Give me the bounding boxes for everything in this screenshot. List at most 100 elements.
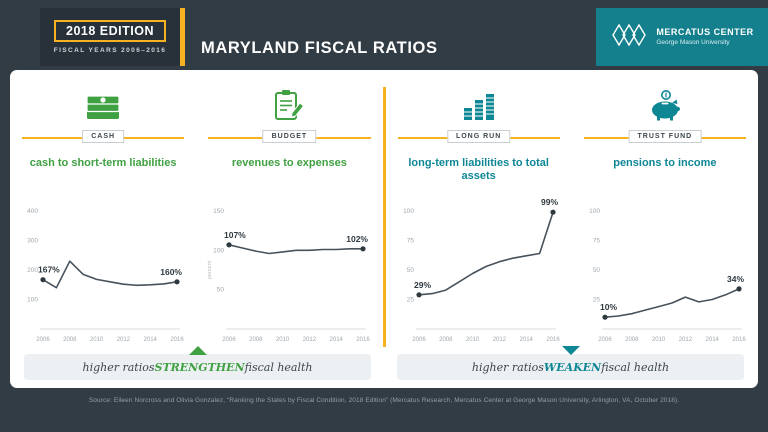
svg-text:2016: 2016 bbox=[170, 337, 184, 343]
svg-text:2014: 2014 bbox=[519, 337, 533, 343]
svg-text:29%: 29% bbox=[414, 280, 431, 290]
panel-long-run: LONG RUN long-term liabilities to total … bbox=[386, 83, 572, 347]
gold-center-divider bbox=[382, 87, 386, 347]
weaken-verdict-bar: higher ratios WEAKEN fiscal health bbox=[397, 346, 744, 380]
trust-fund-piggy-bank-icon bbox=[646, 83, 684, 121]
svg-text:2016: 2016 bbox=[546, 337, 560, 343]
panel-tag-cash: CASH bbox=[82, 130, 125, 143]
panel-rule-row: CASH bbox=[18, 129, 188, 147]
svg-text:2014: 2014 bbox=[144, 337, 158, 343]
strengthen-half: CASH cash to short-term liabilities 100 2… bbox=[10, 83, 383, 347]
panel-rule-row: TRUST FUND bbox=[580, 129, 750, 147]
weaken-keyword: WEAKEN bbox=[543, 360, 602, 374]
edition-tab: 2018 EDITION FISCAL YEARS 2006–2016 bbox=[40, 8, 180, 66]
svg-text:percent: percent bbox=[207, 260, 213, 279]
svg-text:2006: 2006 bbox=[598, 337, 612, 343]
svg-text:2012: 2012 bbox=[679, 337, 693, 343]
svg-text:2012: 2012 bbox=[492, 337, 506, 343]
svg-text:100: 100 bbox=[589, 208, 600, 215]
gold-divider-bar bbox=[180, 8, 185, 66]
ratio-title-budget: revenues to expenses bbox=[231, 157, 347, 169]
down-arrow-icon bbox=[561, 346, 580, 355]
up-arrow-icon bbox=[188, 346, 207, 355]
svg-text:2014: 2014 bbox=[705, 337, 719, 343]
svg-text:2008: 2008 bbox=[63, 337, 77, 343]
trust-fund-chart: 25 50 75 100 2006 2008 2010 2012 2014 2016 10% 34% bbox=[581, 189, 749, 347]
svg-text:400: 400 bbox=[27, 208, 38, 215]
fiscal-years-label: FISCAL YEARS 2006–2016 bbox=[53, 47, 167, 54]
panel-cash: CASH cash to short-term liabilities 100 2… bbox=[10, 83, 196, 347]
svg-text:2014: 2014 bbox=[330, 337, 344, 343]
ratio-title-cash: cash to short-term liabilities bbox=[29, 157, 177, 169]
org-name: MERCATUS CENTER bbox=[656, 27, 754, 38]
svg-text:34%: 34% bbox=[727, 274, 744, 284]
svg-text:100: 100 bbox=[27, 297, 38, 304]
verdict-suffix: fiscal health bbox=[601, 360, 670, 374]
svg-text:2010: 2010 bbox=[90, 337, 104, 343]
budget-chart: 50 100 150 percent 2006 2008 2010 2012 2014 2016 1… bbox=[205, 189, 373, 347]
ratio-title-long-run: long-term liabilities to total assets bbox=[408, 157, 549, 183]
svg-text:150: 150 bbox=[214, 208, 225, 215]
mercatus-logo-icon bbox=[610, 22, 648, 53]
svg-text:2012: 2012 bbox=[117, 337, 131, 343]
panel-trust-fund: TRUST FUND pensions to income 25 50 75 100 2… bbox=[572, 83, 758, 347]
svg-text:2008: 2008 bbox=[625, 337, 639, 343]
panel-columns: CASH cash to short-term liabilities 100 2… bbox=[10, 70, 758, 347]
svg-text:2006: 2006 bbox=[36, 337, 50, 343]
org-text: MERCATUS CENTER George Mason University bbox=[656, 27, 753, 46]
cash-icon bbox=[84, 83, 122, 121]
svg-text:160%: 160% bbox=[160, 267, 182, 277]
long-run-icon bbox=[460, 83, 498, 121]
svg-text:2010: 2010 bbox=[466, 337, 480, 343]
svg-text:2006: 2006 bbox=[412, 337, 426, 343]
svg-text:300: 300 bbox=[27, 238, 38, 245]
long-run-chart: 25 50 75 100 2006 2008 2010 2012 2014 2016 29% 99% bbox=[395, 189, 563, 347]
svg-text:50: 50 bbox=[406, 267, 414, 274]
panel-tag-budget: BUDGET bbox=[262, 130, 317, 143]
svg-text:100: 100 bbox=[214, 247, 225, 254]
svg-text:25: 25 bbox=[593, 297, 601, 304]
verdict-suffix: fiscal health bbox=[244, 360, 313, 374]
verdict-bars: higher ratios STRENGTHEN fiscal health h… bbox=[24, 346, 744, 380]
panel-rule-row: BUDGET bbox=[204, 129, 374, 147]
svg-text:2012: 2012 bbox=[303, 337, 317, 343]
svg-text:75: 75 bbox=[406, 238, 414, 245]
panel-budget: BUDGET revenues to expenses 50 100 150 perc… bbox=[196, 83, 382, 347]
svg-text:50: 50 bbox=[593, 267, 601, 274]
edition-badge: 2018 EDITION bbox=[54, 20, 166, 42]
verdict-prefix: higher ratios bbox=[82, 360, 155, 374]
svg-text:10%: 10% bbox=[600, 302, 617, 312]
ratio-title-trust-fund: pensions to income bbox=[613, 157, 717, 169]
org-block: MERCATUS CENTER George Mason University bbox=[596, 8, 768, 66]
svg-text:2016: 2016 bbox=[357, 337, 371, 343]
svg-text:25: 25 bbox=[406, 297, 414, 304]
verdict-prefix: higher ratios bbox=[471, 360, 544, 374]
source-citation: Source: Eileen Norcross and Olivia Gonza… bbox=[88, 397, 680, 404]
page-title: MARYLAND FISCAL RATIOS bbox=[201, 38, 438, 57]
svg-text:200: 200 bbox=[27, 267, 38, 274]
svg-text:75: 75 bbox=[593, 238, 601, 245]
org-subtitle: George Mason University bbox=[656, 38, 730, 46]
content-card: CASH cash to short-term liabilities 100 2… bbox=[10, 70, 758, 388]
strengthen-verdict-bar: higher ratios STRENGTHEN fiscal health bbox=[24, 346, 371, 380]
svg-text:102%: 102% bbox=[347, 234, 369, 244]
svg-text:2008: 2008 bbox=[439, 337, 453, 343]
svg-text:50: 50 bbox=[217, 287, 225, 294]
cash-chart: 100 200 300 400 2006 2008 2010 2012 2014 2016 167%… bbox=[19, 189, 187, 347]
svg-text:167%: 167% bbox=[38, 265, 60, 275]
svg-text:100: 100 bbox=[403, 208, 414, 215]
svg-text:2016: 2016 bbox=[732, 337, 746, 343]
svg-text:99%: 99% bbox=[541, 197, 558, 207]
strengthen-keyword: STRENGTHEN bbox=[154, 360, 245, 374]
svg-text:2010: 2010 bbox=[652, 337, 666, 343]
svg-text:2010: 2010 bbox=[276, 337, 290, 343]
panel-tag-trust-fund: TRUST FUND bbox=[628, 130, 702, 143]
panel-tag-long-run: LONG RUN bbox=[446, 130, 511, 143]
panel-rule-row: LONG RUN bbox=[394, 129, 564, 147]
svg-text:2006: 2006 bbox=[223, 337, 237, 343]
weaken-half: LONG RUN long-term liabilities to total … bbox=[386, 83, 759, 347]
budget-icon bbox=[272, 83, 306, 121]
svg-text:2008: 2008 bbox=[249, 337, 263, 343]
svg-text:107%: 107% bbox=[224, 230, 246, 240]
